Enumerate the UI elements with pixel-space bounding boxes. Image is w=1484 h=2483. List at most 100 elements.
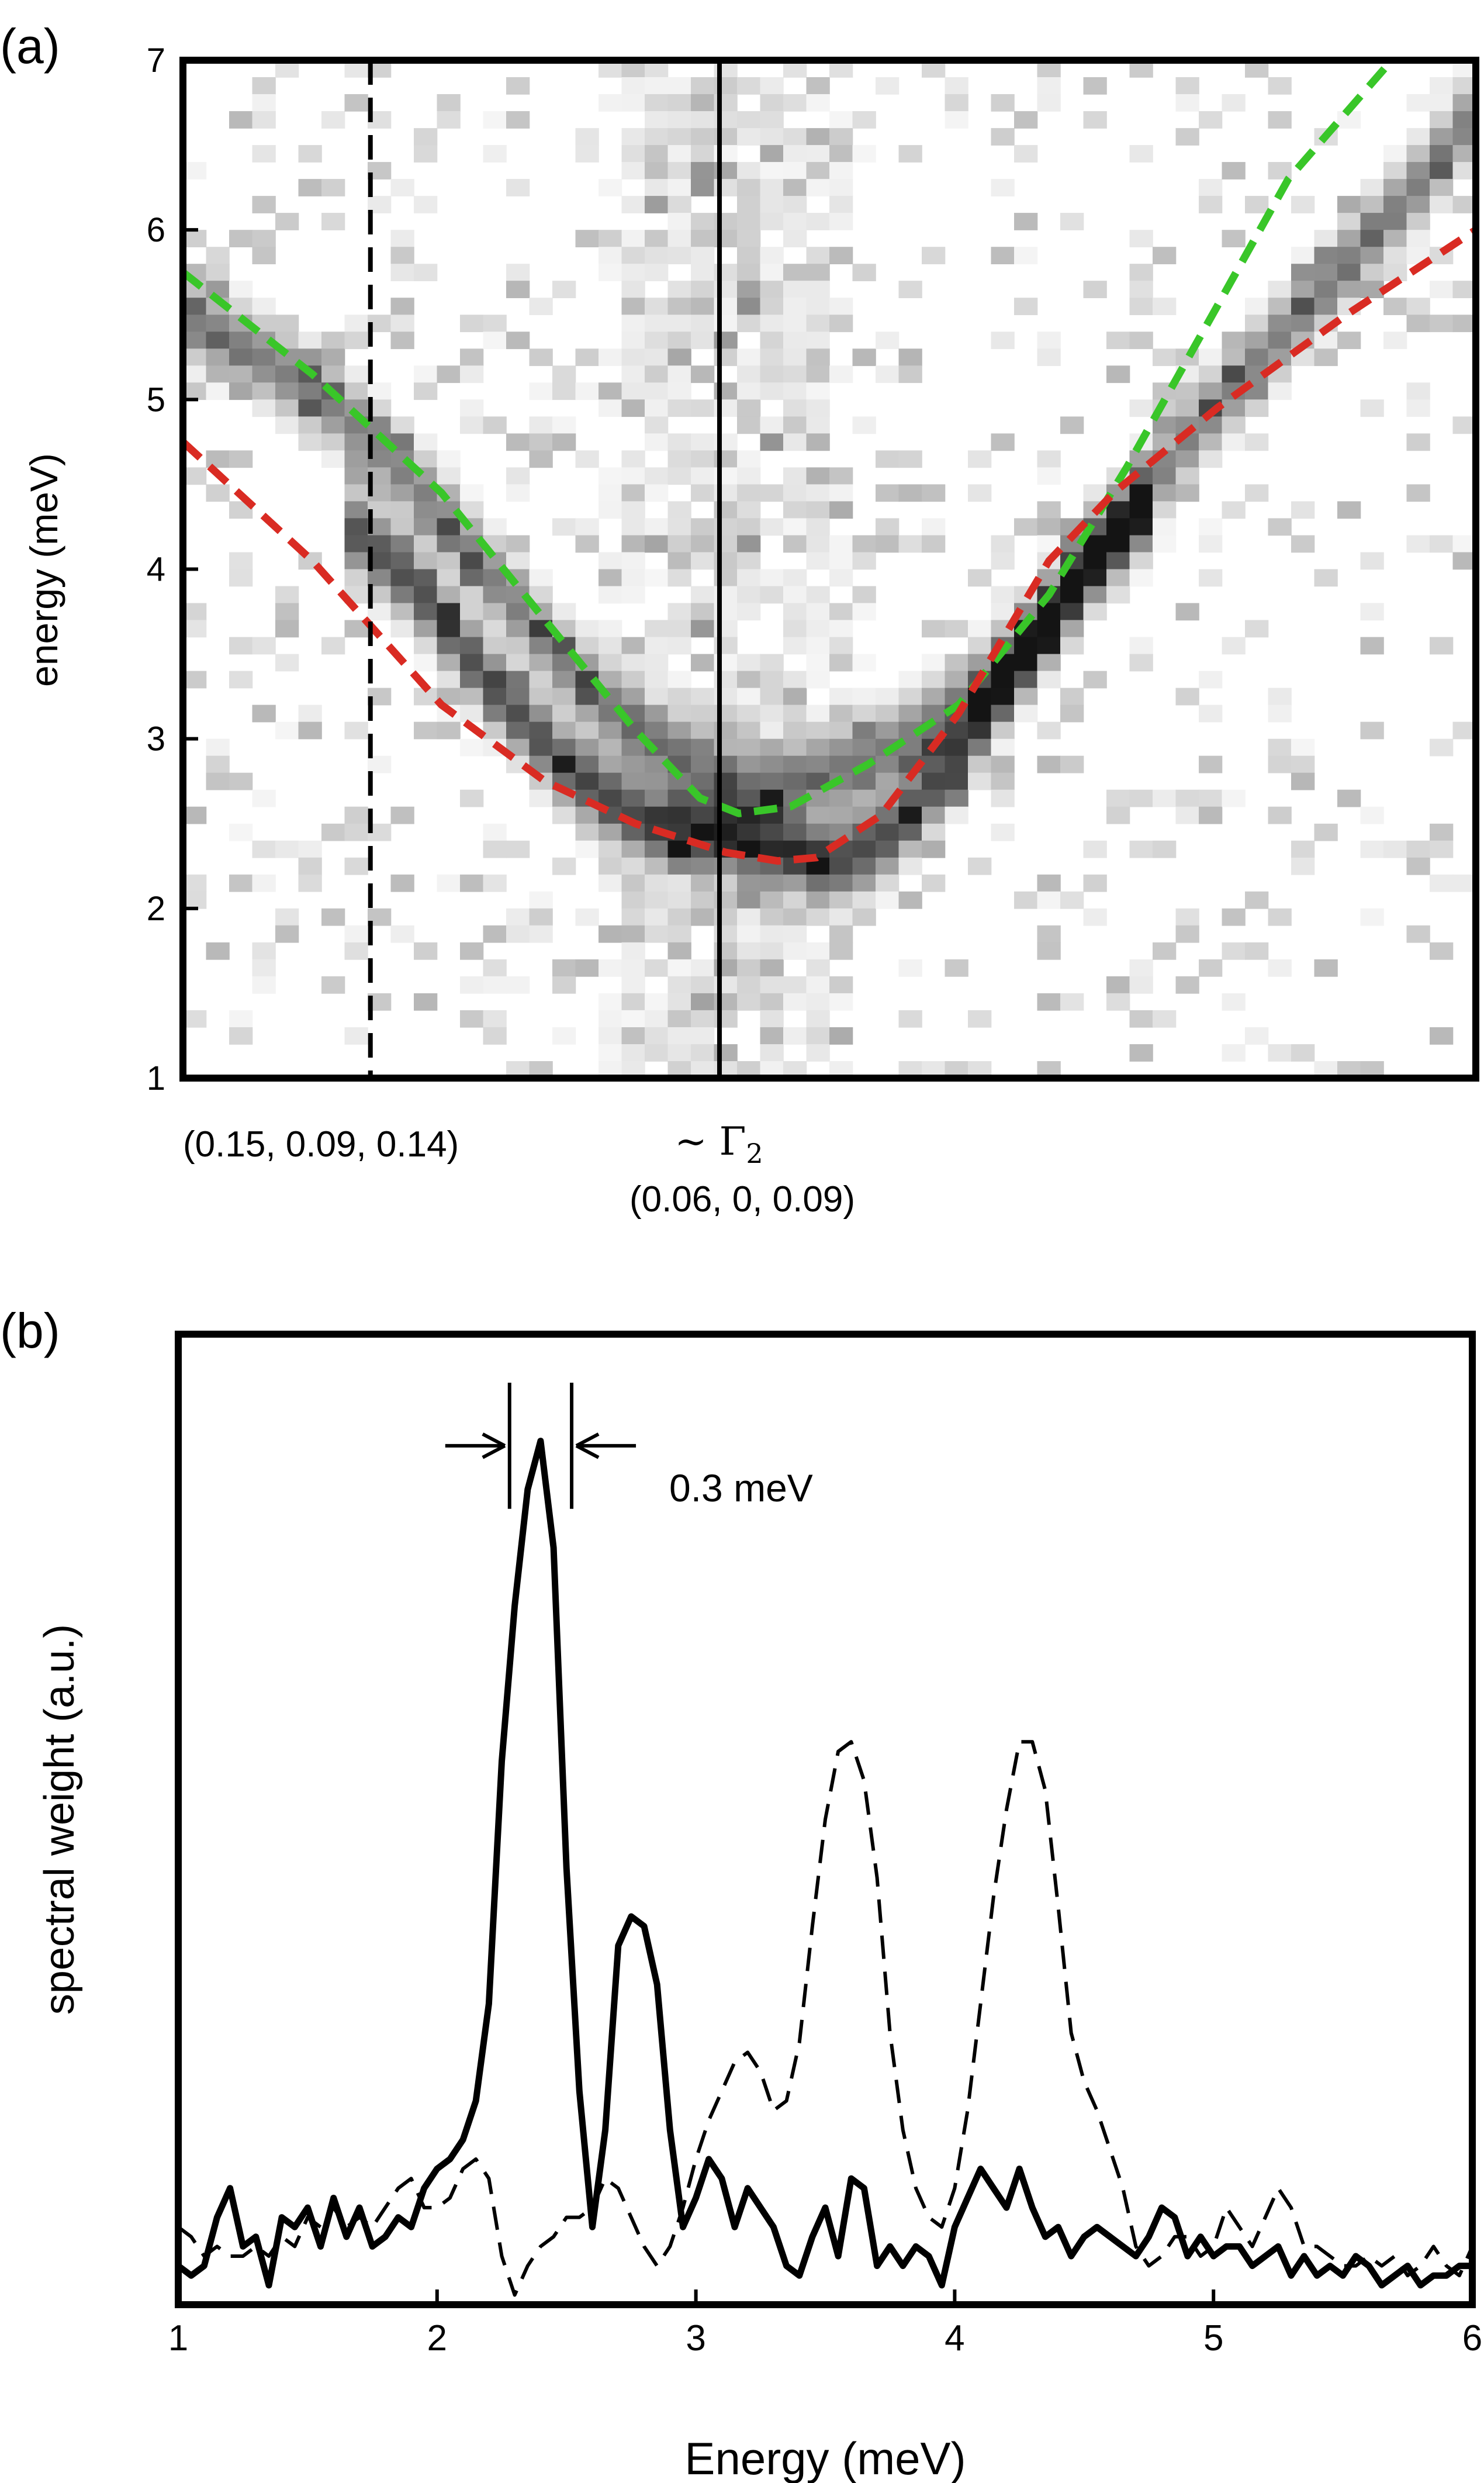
heatmap-cell [414, 365, 438, 384]
heatmap-cell [760, 196, 784, 213]
heatmap-cell [1014, 247, 1038, 264]
heatmap-cell [621, 891, 645, 909]
heatmap-cell [667, 569, 691, 587]
heatmap-cell [1314, 264, 1338, 281]
heatmap-cell [1175, 976, 1199, 994]
heatmap-cell [1129, 484, 1153, 502]
heatmap-cell [1245, 298, 1269, 315]
heatmap-cell [667, 908, 691, 926]
heatmap-cell [667, 179, 691, 196]
heatmap-cell [599, 1010, 622, 1028]
heatmap-cell [667, 671, 691, 689]
heatmap-cell [483, 671, 507, 689]
heatmap-cell [575, 806, 599, 824]
heatmap-cell [737, 823, 761, 841]
heatmap-cell [1291, 1044, 1315, 1062]
heatmap-cell [783, 128, 807, 146]
heatmap-cell [968, 484, 992, 502]
heatmap-cell [645, 111, 669, 129]
heatmap-cell [1337, 264, 1361, 281]
x-axis-label: Energy (meV) [684, 2433, 966, 2483]
heatmap-cell [645, 484, 669, 502]
heatmap-cell [667, 348, 691, 367]
heatmap-cell [760, 755, 784, 773]
heatmap-cell [298, 721, 322, 740]
heatmap-cell [760, 128, 784, 146]
heatmap-cell [229, 281, 253, 298]
heatmap-cell [183, 671, 207, 689]
heatmap-cell [645, 789, 669, 807]
heatmap-cell [1199, 433, 1223, 451]
heatmap-cell [1222, 433, 1246, 451]
heatmap-cell [344, 315, 368, 333]
heatmap-cell [1222, 501, 1246, 519]
heatmap-cell [667, 535, 691, 553]
heatmap-cell [667, 247, 691, 264]
heatmap-cell [737, 569, 761, 587]
heatmap-cell [483, 603, 507, 621]
heatmap-cell [783, 162, 807, 179]
heatmap-cell [1268, 331, 1292, 350]
heatmap-cell [1314, 298, 1338, 315]
heatmap-cell [691, 315, 715, 333]
heatmap-cell [1245, 942, 1269, 960]
heatmap-cell [321, 111, 345, 129]
heatmap-cell [806, 264, 830, 281]
heatmap-cell [691, 467, 715, 485]
heatmap-cell [506, 484, 530, 502]
heatmap-cell [252, 874, 276, 892]
heatmap-cell [760, 484, 784, 502]
heatmap-cell [922, 840, 946, 858]
heatmap-cell [483, 823, 507, 841]
heatmap-cell [783, 806, 807, 824]
heatmap-cell [1106, 518, 1130, 536]
heatmap-cell [829, 111, 853, 129]
heatmap-cell [760, 1027, 784, 1045]
heatmap-cell [1268, 162, 1292, 179]
heatmap-cell [1406, 433, 1430, 451]
heatmap-cell [691, 603, 715, 621]
heatmap-cell [806, 908, 830, 926]
heatmap-cell [506, 908, 530, 926]
heatmap-cell [645, 467, 669, 485]
heatmap-cell [922, 620, 946, 638]
heatmap-cell [506, 925, 530, 943]
heatmap-cell [599, 569, 622, 587]
heatmap-cell [1360, 196, 1384, 213]
heatmap-cell [1268, 1044, 1292, 1062]
heatmap-cell [737, 688, 761, 706]
heatmap-cell [1314, 247, 1338, 264]
heatmap-cell [691, 94, 715, 112]
heatmap-cell [344, 484, 368, 502]
heatmap-cell [183, 806, 207, 824]
heatmap-cell [783, 365, 807, 384]
heatmap-cell [275, 620, 299, 638]
heatmap-cell [437, 450, 461, 468]
heatmap-cell [252, 94, 276, 112]
heatmap-cell [229, 823, 253, 841]
heatmap-cell [275, 721, 299, 740]
heatmap-cell [691, 823, 715, 841]
heatmap-cell [829, 688, 853, 706]
heatmap-cell [760, 162, 784, 179]
heatmap-cell [760, 976, 784, 994]
heatmap-cell [344, 721, 368, 740]
heatmap-cell [806, 128, 830, 146]
heatmap-cell [991, 789, 1015, 807]
heatmap-cell [599, 637, 622, 655]
heatmap-cell [691, 179, 715, 196]
heatmap-cell [691, 264, 715, 281]
heatmap-cell [1245, 620, 1269, 638]
heatmap-cell [621, 315, 645, 333]
heatmap-cell [737, 365, 761, 384]
heatmap-cell [806, 823, 830, 841]
heatmap-cell [1430, 281, 1454, 298]
heatmap-cell [252, 976, 276, 994]
heatmap-cell [1406, 484, 1430, 502]
heatmap-cell [1037, 654, 1061, 672]
heatmap-cell [529, 925, 553, 943]
heatmap-cell [183, 162, 207, 179]
heatmap-cell [691, 399, 715, 417]
heatmap-cell [876, 484, 900, 502]
heatmap-cell [1129, 281, 1153, 298]
